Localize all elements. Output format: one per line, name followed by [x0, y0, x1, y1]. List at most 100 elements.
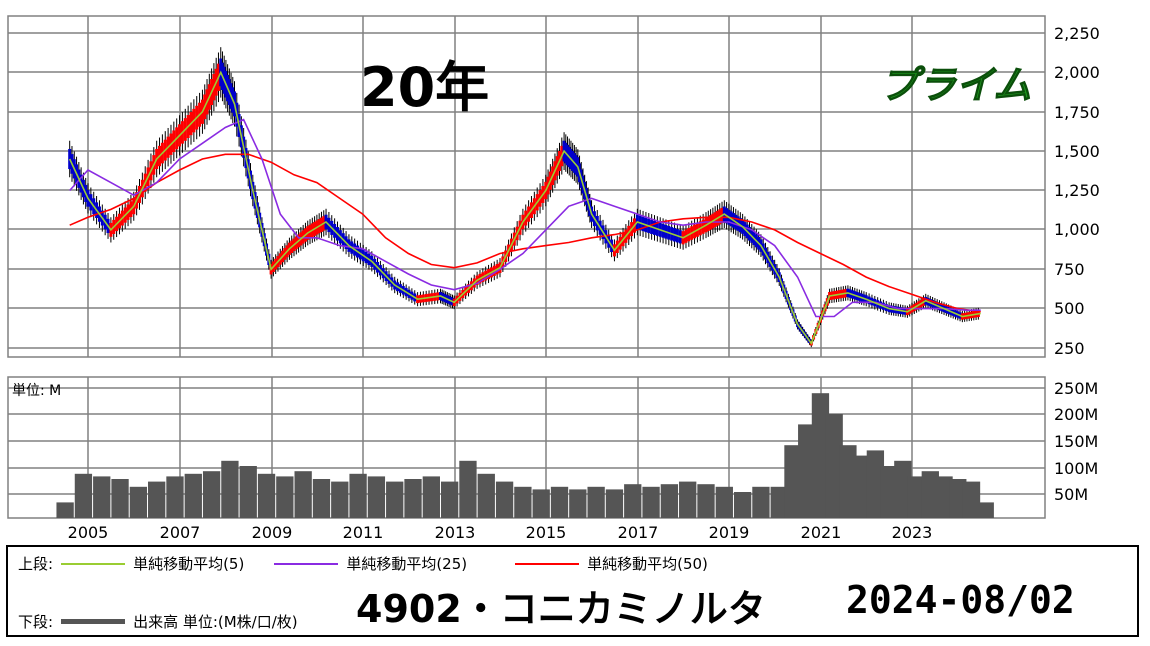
volume-tick-label: 250M [1054, 379, 1098, 398]
volume-bar [962, 481, 981, 518]
volume-bar [239, 466, 257, 518]
legend-ma50-swatch [515, 562, 580, 565]
year-tick-label: 2011 [343, 523, 384, 542]
volume-bar [605, 489, 624, 518]
volume-bar [697, 484, 715, 518]
volume-bar [202, 471, 221, 518]
volume-bar [949, 479, 967, 518]
price-grid [7, 15, 1046, 358]
volume-bar [733, 492, 752, 518]
volume-bar [752, 486, 770, 518]
volume-bar [422, 476, 440, 518]
volume-bar [660, 484, 679, 518]
volume-tick-label: 200M [1054, 405, 1098, 424]
volume-bar [921, 471, 939, 518]
volume-bar [111, 479, 129, 518]
price-tick-label: 1,750 [1054, 103, 1100, 122]
volume-bar [587, 486, 605, 518]
market-label: プライム [880, 63, 1031, 107]
volume-bar [852, 455, 871, 518]
stock-title: 4902・コニカミノルタ [356, 587, 766, 631]
volume-bars-layer [56, 393, 994, 518]
volume-bar [784, 445, 802, 518]
volume-bar [624, 484, 642, 518]
volume-bar [331, 481, 349, 518]
volume-bar [386, 481, 404, 518]
volume-bar [367, 476, 386, 518]
volume-bar [935, 476, 953, 518]
volume-unit-label: 単位: M [12, 383, 61, 399]
volume-bar [312, 479, 331, 518]
legend-volume-label: 出来高 単位:(M株/口/枚) [133, 613, 298, 631]
price-tick-label: 1,250 [1054, 181, 1100, 200]
legend-ma5-swatch [61, 562, 126, 565]
legend-volume-swatch [61, 619, 126, 624]
volume-bar [811, 393, 830, 518]
volume-bar [56, 502, 74, 518]
volume-bar [440, 481, 459, 518]
volume-tick-label: 150M [1054, 432, 1098, 451]
volume-bar [532, 489, 550, 518]
volume-bar [825, 414, 843, 518]
legend-lower-label: 下段: [18, 613, 54, 631]
volume-bar [129, 486, 148, 518]
axis-labels: 2,250 2,000 1,750 1,500 1,250 1,000 750 500 250 2… [68, 24, 1100, 542]
volume-bar [148, 481, 166, 518]
volume-bar [495, 481, 514, 518]
price-tick-label: 500 [1054, 299, 1085, 318]
volume-bar [839, 445, 857, 518]
volume-bar [404, 479, 422, 518]
volume-bar [907, 476, 926, 518]
volume-bar [349, 473, 367, 518]
price-tick-label: 2,000 [1054, 63, 1100, 82]
legend-upper-row: 上段: 単純移動平均(5) 単純移動平均(25) 単純移動平均(50) [18, 553, 708, 574]
volume-tick-label: 100M [1054, 459, 1098, 478]
ma50-line [69, 153, 981, 313]
volume-bar [184, 473, 202, 518]
volume-bar [866, 450, 885, 518]
volume-bar [477, 473, 495, 518]
price-series-layer [68, 47, 981, 348]
volume-bar [459, 460, 477, 518]
year-tick-label: 2017 [618, 523, 659, 542]
period-label: 20年 [360, 56, 489, 119]
chart-date: 2024-08/02 [846, 578, 1075, 622]
ma5-line [68, 70, 981, 345]
legend-ma50-label: 単純移動平均(50) [587, 555, 708, 573]
legend-ma50: 単純移動平均(50) [507, 553, 708, 574]
legend-ma25-swatch [274, 562, 339, 565]
volume-bar [294, 471, 312, 518]
volume-bar [642, 486, 660, 518]
volume-bar [679, 481, 697, 518]
legend-lower-row: 下段: 出来高 単位:(M株/口/枚) [18, 611, 298, 632]
candle-body [68, 148, 72, 170]
volume-bar [770, 486, 788, 518]
year-tick-label: 2007 [160, 523, 201, 542]
legend-upper-label: 上段: [18, 555, 54, 573]
legend-ma5-label: 単純移動平均(5) [133, 555, 245, 573]
volume-bar [221, 460, 239, 518]
legend-ma25: 単純移動平均(25) [266, 553, 467, 574]
year-tick-label: 2005 [68, 523, 109, 542]
volume-bar [257, 473, 276, 518]
volume-bar [569, 489, 587, 518]
ma25-line [69, 118, 981, 318]
price-tick-label: 1,500 [1054, 142, 1100, 161]
legend-ma25-label: 単純移動平均(25) [346, 555, 468, 573]
year-tick-label: 2015 [526, 523, 567, 542]
volume-bar [166, 476, 184, 518]
volume-bar [514, 486, 532, 518]
volume-bar [880, 466, 898, 518]
price-tick-label: 2,250 [1054, 24, 1100, 43]
year-tick-label: 2021 [801, 523, 842, 542]
volume-tick-label: 50M [1054, 485, 1088, 504]
volume-bar [798, 424, 816, 518]
volume-bar [550, 486, 569, 518]
legend-ma5: 単純移動平均(5) [53, 553, 244, 574]
volume-bar [74, 473, 93, 518]
year-tick-label: 2013 [435, 523, 476, 542]
price-tick-label: 750 [1054, 260, 1085, 279]
volume-bar [715, 486, 733, 518]
year-tick-label: 2019 [709, 523, 750, 542]
